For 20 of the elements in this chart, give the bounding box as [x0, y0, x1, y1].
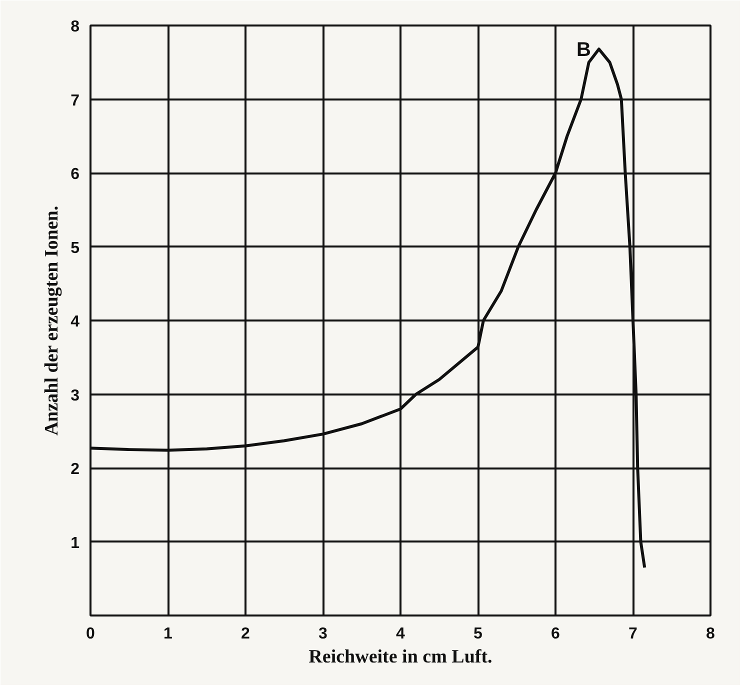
y-tick-label: 5 [70, 240, 80, 257]
y-axis-title: Anzahl der erzeugten Ionen. [42, 206, 63, 436]
x-axis-title: Reichweite in cm Luft. [308, 646, 492, 668]
y-tick-label: 2 [70, 461, 80, 478]
y-tick-label: 4 [70, 314, 80, 330]
x-tick-label: 1 [164, 626, 173, 642]
x-tick-label: 4 [396, 626, 406, 642]
y-tick-label: 8 [70, 18, 80, 36]
x-tick-label: 6 [551, 626, 560, 642]
x-tick-label: 3 [318, 626, 328, 642]
x-tick-label: 8 [706, 626, 716, 642]
x-tick-label: 2 [241, 626, 250, 642]
y-tick-label: 3 [70, 387, 80, 404]
y-tick-label: 1 [70, 534, 80, 552]
y-tick-label: 7 [70, 92, 80, 110]
x-tick-label: 0 [86, 626, 96, 642]
y-tick-label: 6 [70, 166, 80, 183]
x-tick-label: 7 [628, 626, 638, 642]
annotation: B [576, 39, 591, 62]
x-tick-label: 5 [474, 626, 483, 642]
